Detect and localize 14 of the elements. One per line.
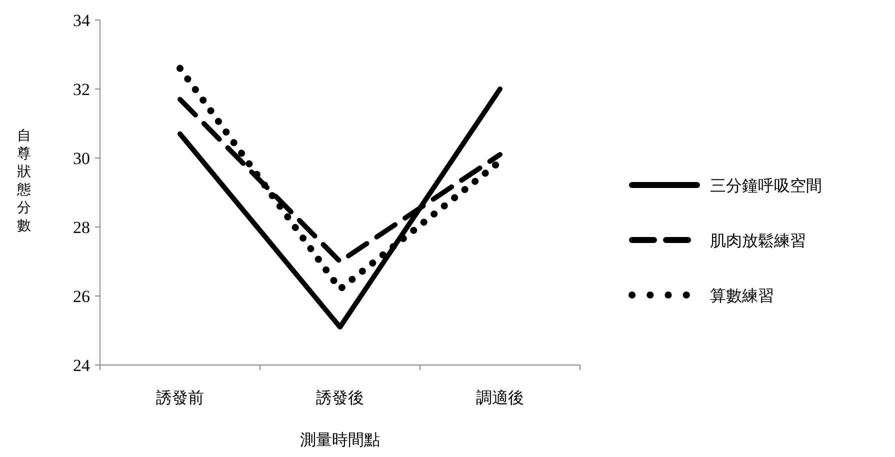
y-tick-label: 30 [73, 149, 90, 168]
x-tick-label: 誘發後 [316, 389, 364, 407]
legend-label: 肌肉放鬆練習 [710, 232, 806, 250]
x-axis-title: 測量時間點 [300, 431, 380, 449]
y-tick-label: 32 [73, 80, 90, 99]
legend-label: 算數練習 [710, 287, 774, 305]
y-axis-title: 自尊狀態分數 [16, 128, 31, 234]
x-tick-label: 誘發前 [156, 389, 204, 407]
legend-label: 三分鐘呼吸空間 [710, 177, 822, 195]
y-tick-label: 34 [73, 11, 90, 30]
y-tick-label: 24 [73, 356, 90, 375]
x-tick-label: 調適後 [476, 389, 524, 407]
y-tick-label: 26 [73, 287, 90, 306]
y-tick-label: 28 [73, 218, 90, 237]
